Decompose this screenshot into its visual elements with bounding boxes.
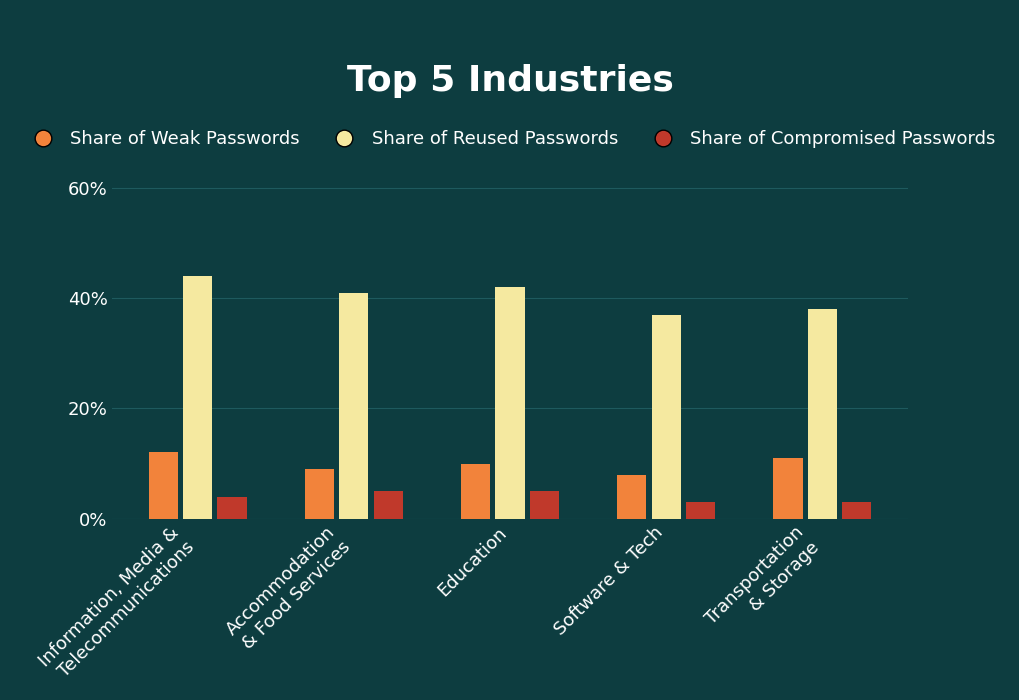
Bar — [373, 491, 403, 519]
Legend: Share of Weak Passwords, Share of Reused Passwords, Share of Compromised Passwor: Share of Weak Passwords, Share of Reused… — [17, 123, 1002, 155]
Bar — [217, 496, 247, 519]
Bar — [495, 287, 524, 519]
Bar — [182, 276, 212, 519]
Bar — [529, 491, 558, 519]
Bar — [807, 309, 837, 519]
Bar — [339, 293, 368, 519]
Bar — [686, 502, 714, 519]
Bar — [616, 475, 646, 519]
Bar — [772, 458, 802, 519]
Bar — [305, 469, 333, 519]
Bar — [842, 502, 870, 519]
Bar — [461, 463, 490, 519]
Title: Top 5 Industries: Top 5 Industries — [346, 64, 673, 98]
Bar — [149, 452, 177, 519]
Bar — [651, 315, 680, 519]
